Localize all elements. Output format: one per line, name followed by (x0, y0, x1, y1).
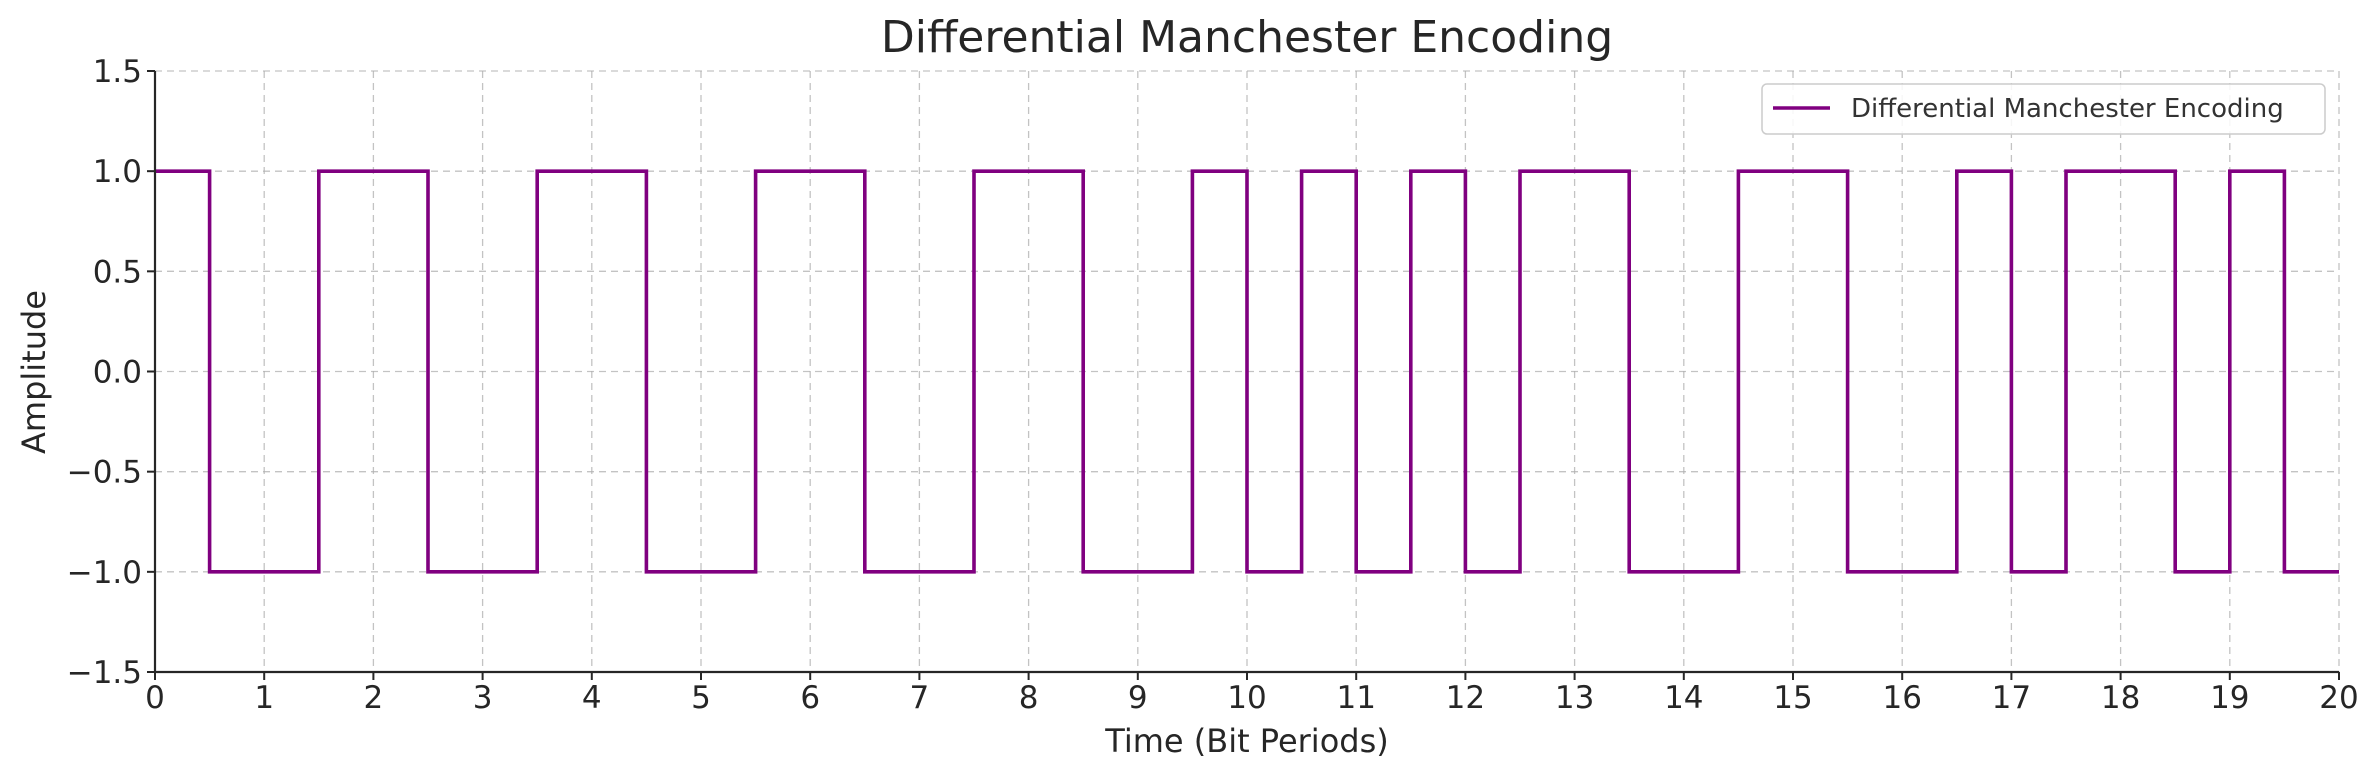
y-tick-label: 0.5 (93, 254, 142, 290)
y-tick-label: −1.5 (67, 655, 142, 691)
x-tick-label: 3 (473, 680, 493, 716)
y-tick-label: 1.0 (93, 154, 142, 190)
x-axis-title: Time (Bit Periods) (1104, 722, 1388, 760)
series-layer (155, 169, 2339, 574)
x-tick-label: 19 (2210, 680, 2249, 716)
x-tick-label: 7 (910, 680, 930, 716)
x-tick-label: 20 (2319, 680, 2358, 716)
legend-box (1761, 83, 2326, 135)
x-tick-label: 5 (691, 680, 711, 716)
x-tick-label: 17 (1992, 680, 2031, 716)
x-tick-label: 8 (1019, 680, 1039, 716)
x-tick-label: 15 (1773, 680, 1812, 716)
x-tick-label: 13 (1555, 680, 1594, 716)
series-line (155, 169, 2339, 574)
x-tick-label: 4 (582, 680, 602, 716)
x-tick-label: 0 (145, 680, 165, 716)
axes-layer: 0 1 2 3 4 5 6 7 8 9 10 11 12 13 14 15 16 17 18 19 201.51.00.… (67, 54, 2359, 716)
y-tick-label: −0.5 (67, 455, 142, 491)
x-tick-label: 14 (1664, 680, 1703, 716)
x-tick-label: 1 (254, 680, 274, 716)
y-tick-label: 0.0 (93, 355, 142, 391)
x-tick-label: 10 (1227, 680, 1266, 716)
x-tick-label: 16 (1882, 680, 1921, 716)
y-tick-label: −1.0 (67, 555, 142, 591)
chart-title: Differential Manchester Encoding (881, 12, 1613, 63)
x-tick-label: 12 (1446, 680, 1485, 716)
y-axis-title: Amplitude (15, 290, 53, 454)
y-tick-label: 1.5 (93, 54, 142, 90)
x-tick-label: 11 (1336, 680, 1375, 716)
legend-label: Differential Manchester Encoding (1851, 94, 2284, 124)
x-tick-label: 9 (1128, 680, 1148, 716)
x-tick-label: 6 (800, 680, 820, 716)
x-tick-label: 2 (364, 680, 384, 716)
x-tick-label: 18 (2101, 680, 2140, 716)
legend: Differential Manchester Encoding (1761, 83, 2326, 135)
